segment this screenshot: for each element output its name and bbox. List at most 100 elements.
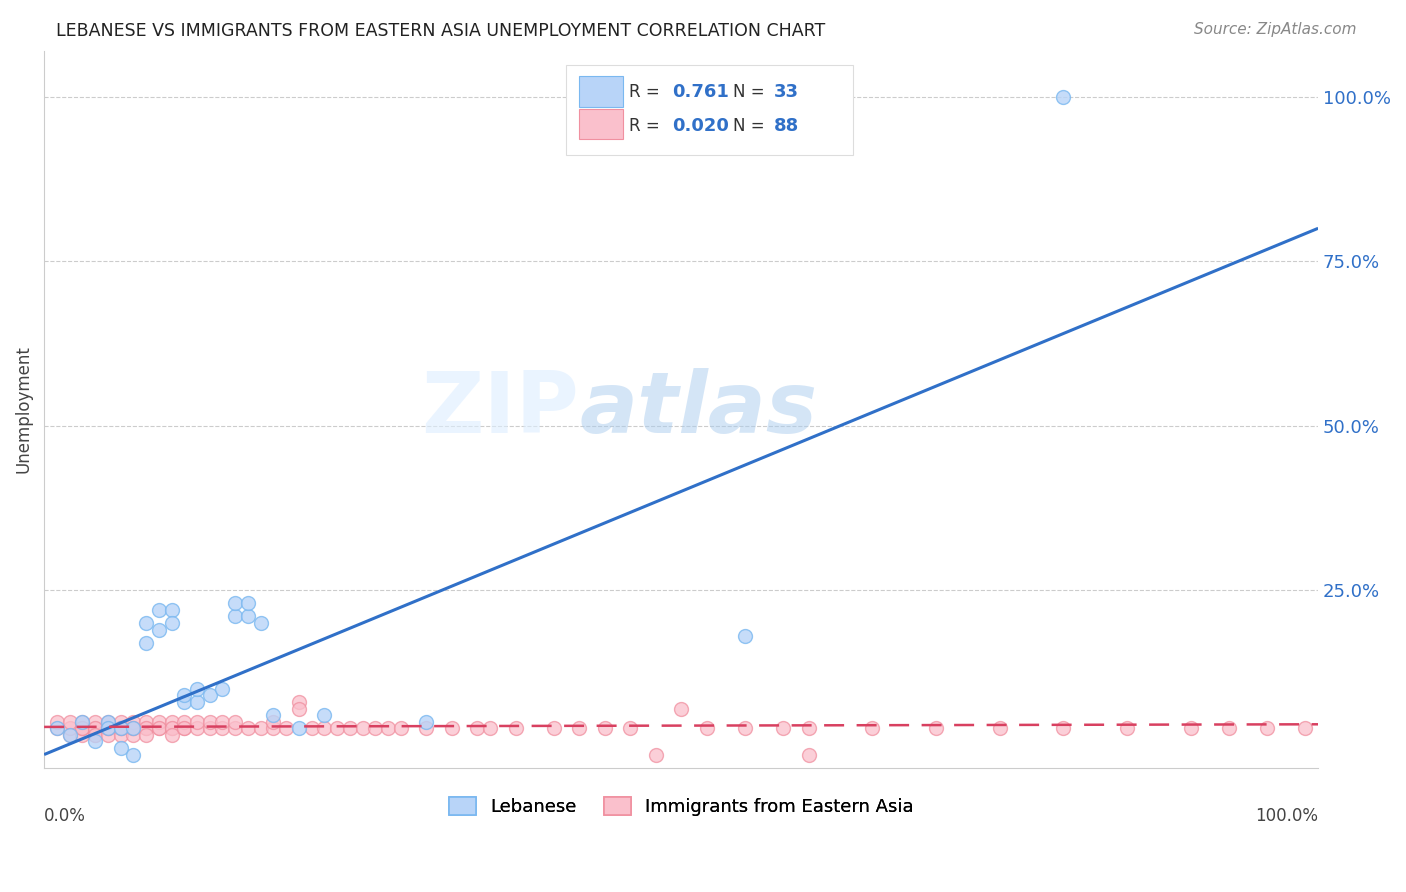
Point [72,728,94,742]
Text: atlas: atlas [579,368,817,450]
Point [415,721,437,735]
Point [97,721,120,735]
Point [224,721,246,735]
Point [1116,721,1139,735]
Point [1052,721,1074,735]
Point [415,714,437,729]
Point [173,689,195,703]
FancyBboxPatch shape [579,77,623,107]
Point [148,623,170,637]
Point [122,721,145,735]
Point [377,721,399,735]
Point [734,721,756,735]
Point [288,701,311,715]
Point [110,721,132,735]
Text: LEBANESE VS IMMIGRANTS FROM EASTERN ASIA UNEMPLOYMENT CORRELATION CHART: LEBANESE VS IMMIGRANTS FROM EASTERN ASIA… [56,22,825,40]
Point [1218,721,1240,735]
Point [97,721,120,735]
Point [619,721,641,735]
Point [160,714,183,729]
Point [224,596,246,610]
Point [135,721,157,735]
Point [211,681,233,696]
Point [173,695,195,709]
Point [1180,721,1202,735]
Point [45,721,67,735]
Point [148,721,170,735]
Point [135,721,157,735]
Point [84,721,107,735]
Point [122,728,145,742]
Point [148,714,170,729]
Point [593,721,616,735]
Text: R =: R = [628,83,665,101]
Point [860,721,883,735]
Text: N =: N = [734,83,770,101]
Point [122,747,145,762]
Point [236,721,259,735]
Point [568,721,591,735]
Text: N =: N = [734,117,770,135]
Point [249,721,271,735]
Point [543,721,565,735]
Text: 88: 88 [775,117,800,135]
Text: 0.0%: 0.0% [44,807,86,825]
Point [925,721,948,735]
Point [148,603,170,617]
Point [173,721,195,735]
Point [122,721,145,735]
Point [186,721,208,735]
Point [135,728,157,742]
Point [110,741,132,756]
Point [364,721,387,735]
Point [479,721,502,735]
Point [236,609,259,624]
Point [644,747,666,762]
Point [262,714,284,729]
FancyBboxPatch shape [579,109,623,139]
Point [198,721,221,735]
Text: 33: 33 [775,83,799,101]
Point [288,695,311,709]
Point [301,721,323,735]
Point [148,721,170,735]
Point [135,714,157,729]
Point [97,728,120,742]
Point [58,728,80,742]
Point [160,728,183,742]
Point [135,636,157,650]
Point [276,721,298,735]
Point [1294,721,1316,735]
Point [173,714,195,729]
Point [669,701,692,715]
Point [45,721,67,735]
Point [72,721,94,735]
Point [339,721,361,735]
Point [97,714,120,729]
Point [352,721,374,735]
Point [198,689,221,703]
Point [797,721,820,735]
Point [211,721,233,735]
Point [72,714,94,729]
Point [84,728,107,742]
Point [236,596,259,610]
FancyBboxPatch shape [567,65,853,154]
Point [262,721,284,735]
Point [211,714,233,729]
Point [110,721,132,735]
Point [72,714,94,729]
Text: Source: ZipAtlas.com: Source: ZipAtlas.com [1194,22,1357,37]
Point [135,615,157,630]
Text: R =: R = [628,117,665,135]
Point [288,721,311,735]
Point [249,615,271,630]
Point [72,721,94,735]
Point [186,695,208,709]
Text: 0.761: 0.761 [672,83,730,101]
Point [58,721,80,735]
Point [84,721,107,735]
Point [465,721,488,735]
Point [58,728,80,742]
Point [186,714,208,729]
